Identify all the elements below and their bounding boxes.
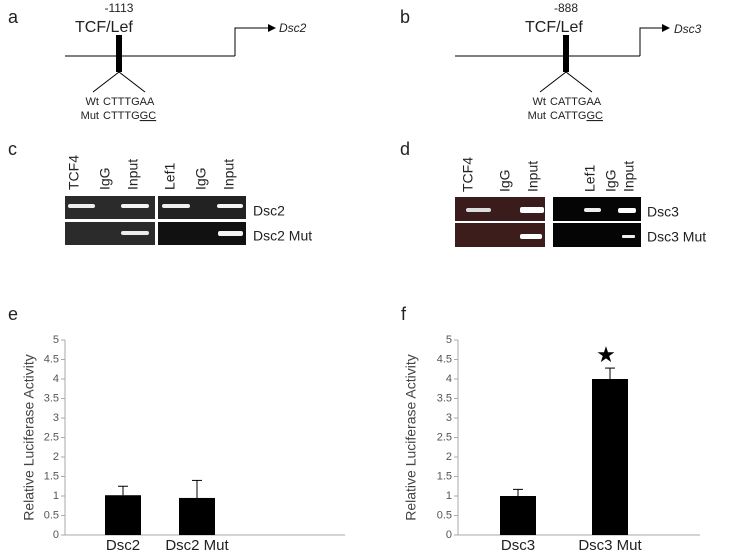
x-tick-label: Dsc2 bbox=[106, 537, 140, 554]
panel-label: b bbox=[400, 7, 410, 27]
wt-label: Wt bbox=[533, 96, 546, 108]
mut-seq: CATTGGC bbox=[550, 110, 603, 122]
tss-arrow bbox=[234, 27, 268, 56]
lane-label: Input bbox=[125, 159, 141, 190]
bar bbox=[105, 495, 141, 535]
mut-seq-plain: CATTG bbox=[550, 110, 586, 122]
panel-label: e bbox=[8, 304, 18, 324]
gene: Dsc3 bbox=[674, 22, 702, 36]
binding-site bbox=[116, 35, 122, 72]
binding-site bbox=[563, 35, 569, 72]
lane-label: IgG bbox=[497, 169, 513, 192]
y-tick-label: 1.5 bbox=[437, 470, 452, 482]
panel-label: c bbox=[8, 139, 17, 159]
y-tick-label: 2 bbox=[53, 451, 59, 463]
gene: Dsc2 bbox=[279, 21, 307, 35]
row-label: Dsc3 bbox=[647, 204, 679, 220]
panel-label: f bbox=[401, 304, 407, 324]
tss-arrow bbox=[639, 27, 662, 56]
mut-seq: CTTTGGC bbox=[103, 110, 156, 122]
gel bbox=[65, 196, 246, 245]
row-label: Dsc3 Mut bbox=[647, 229, 706, 245]
lane-label: Lef1 bbox=[162, 163, 178, 190]
y-tick-label: 0 bbox=[446, 529, 452, 541]
panel-label: a bbox=[8, 7, 19, 27]
lane-label: Input bbox=[221, 159, 237, 190]
gel bbox=[455, 197, 641, 247]
factor: TCF/Lef bbox=[75, 19, 133, 36]
y-tick-label: 1 bbox=[446, 490, 452, 502]
bar bbox=[179, 497, 215, 535]
mut-seq-changed: GC bbox=[586, 110, 603, 122]
mut-seq-plain: CTTTG bbox=[103, 110, 140, 122]
row-label: Dsc2 Mut bbox=[253, 228, 312, 244]
y-tick-label: 5 bbox=[446, 334, 452, 346]
y-axis-label: Relative Luciferase Activity bbox=[403, 354, 419, 521]
zoom-lines bbox=[539, 71, 593, 93]
mut-seq-changed: GC bbox=[140, 110, 157, 122]
row-label: Dsc2 bbox=[253, 203, 285, 219]
y-tick-label: 4 bbox=[53, 373, 59, 385]
lane-label: IgG bbox=[603, 169, 619, 192]
y-tick-label: 3 bbox=[446, 412, 452, 424]
y-tick-label: 3.5 bbox=[437, 392, 452, 404]
y-tick-label: 2.5 bbox=[44, 431, 59, 443]
bar bbox=[592, 379, 628, 535]
wt-seq: CTTTGAA bbox=[103, 96, 155, 108]
position: -888 bbox=[554, 1, 578, 15]
mut-label: Mut bbox=[528, 110, 546, 122]
x-tick-label: Dsc3 bbox=[501, 537, 535, 554]
factor: TCF/Lef bbox=[525, 19, 583, 36]
wt-seq: CATTGAA bbox=[550, 96, 602, 108]
x-tick-label: Dsc3 Mut bbox=[578, 537, 642, 554]
y-tick-label: 3.5 bbox=[44, 392, 59, 404]
y-tick-label: 0.5 bbox=[437, 509, 452, 521]
lane-label: Lef1 bbox=[582, 165, 598, 192]
mut-label: Mut bbox=[81, 110, 99, 122]
annotation: ★ bbox=[596, 342, 616, 367]
lane-label: TCF4 bbox=[66, 155, 82, 190]
x-tick-label: Dsc2 Mut bbox=[165, 537, 229, 554]
y-tick-label: 5 bbox=[53, 334, 59, 346]
position: -1113 bbox=[105, 1, 134, 15]
bar bbox=[500, 496, 536, 535]
y-tick-label: 4.5 bbox=[437, 353, 452, 365]
zoom-lines bbox=[92, 71, 146, 93]
lane-label: IgG bbox=[97, 167, 113, 190]
arrowhead bbox=[662, 24, 670, 32]
lane-label: TCF4 bbox=[460, 157, 476, 192]
y-tick-label: 0.5 bbox=[44, 509, 59, 521]
y-tick-label: 3 bbox=[53, 412, 59, 424]
y-tick-label: 4.5 bbox=[44, 353, 59, 365]
lane-label: Input bbox=[525, 161, 541, 192]
arrowhead bbox=[268, 24, 276, 32]
wt-label: Wt bbox=[86, 96, 99, 108]
y-axis-label: Relative Luciferase Activity bbox=[21, 354, 37, 521]
y-tick-label: 1 bbox=[53, 490, 59, 502]
y-tick-label: 2.5 bbox=[437, 431, 452, 443]
y-tick-label: 2 bbox=[446, 451, 452, 463]
y-tick-label: 1.5 bbox=[44, 470, 59, 482]
lane-label: Input bbox=[621, 161, 637, 192]
panel-label: d bbox=[400, 139, 410, 159]
lane-label: IgG bbox=[193, 167, 209, 190]
y-tick-label: 4 bbox=[446, 373, 452, 385]
y-tick-label: 0 bbox=[53, 529, 59, 541]
